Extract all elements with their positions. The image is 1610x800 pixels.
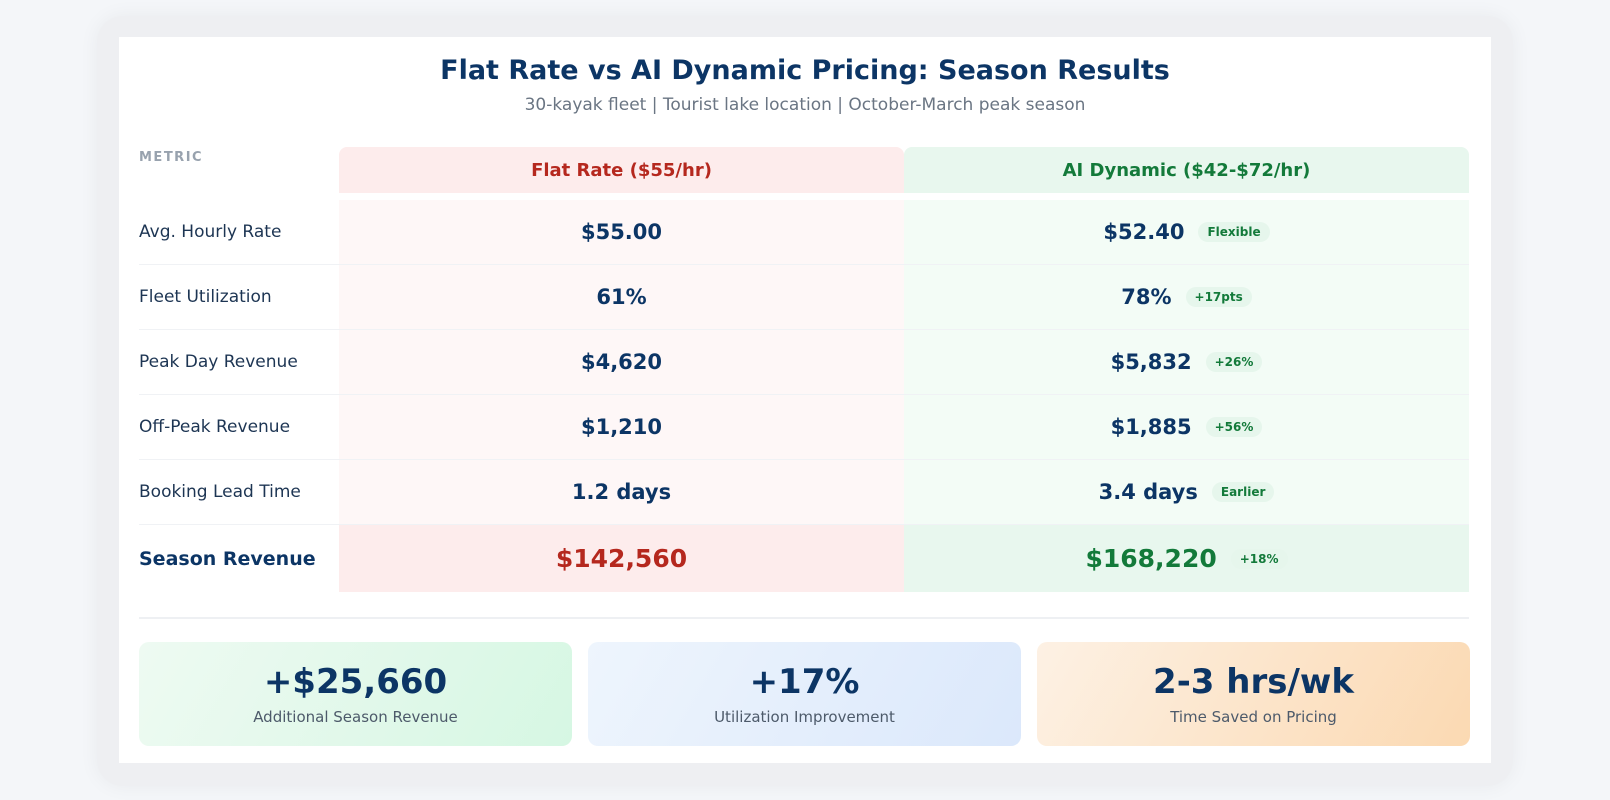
table-row: Peak Day Revenue $4,620 $5,832 +26% bbox=[139, 329, 1469, 394]
table-row: Fleet Utilization 61% 78% +17pts bbox=[139, 264, 1469, 329]
flat-value: 1.2 days bbox=[339, 460, 904, 524]
row-label: Booking Lead Time bbox=[139, 482, 301, 502]
kpi-value: +$25,660 bbox=[263, 662, 448, 702]
page-subtitle: 30-kayak fleet | Tourist lake location |… bbox=[524, 95, 1086, 115]
kpi-card-revenue: +$25,660 Additional Season Revenue bbox=[139, 642, 572, 746]
change-badge: +26% bbox=[1205, 352, 1263, 372]
kpi-label: Additional Season Revenue bbox=[253, 708, 458, 726]
kpi-card-utilization: +17% Utilization Improvement bbox=[588, 642, 1021, 746]
page-title: Flat Rate vs AI Dynamic Pricing: Season … bbox=[440, 55, 1170, 86]
ai-value: $5,832 bbox=[1110, 350, 1192, 374]
ai-cell: 78% +17pts bbox=[904, 265, 1469, 329]
ai-dynamic-column-header: AI Dynamic ($42-$72/hr) bbox=[904, 147, 1469, 193]
ai-total-value: $168,220 bbox=[1085, 544, 1217, 573]
row-label: Off-Peak Revenue bbox=[139, 417, 291, 437]
comparison-table: Avg. Hourly Rate $55.00 $52.40 Flexible … bbox=[139, 200, 1469, 592]
ai-cell: $52.40 Flexible bbox=[904, 200, 1469, 264]
ai-value: $52.40 bbox=[1103, 220, 1185, 244]
ai-cell: $1,885 +56% bbox=[904, 395, 1469, 459]
flat-value: $55.00 bbox=[339, 200, 904, 264]
metric-column-header: METRIC bbox=[139, 150, 204, 165]
comparison-card: Flat Rate vs AI Dynamic Pricing: Season … bbox=[119, 37, 1491, 763]
change-badge: Flexible bbox=[1198, 222, 1270, 242]
flat-value: 61% bbox=[339, 265, 904, 329]
kpi-card-time-saved: 2-3 hrs/wk Time Saved on Pricing bbox=[1037, 642, 1470, 746]
kpi-label: Time Saved on Pricing bbox=[1170, 708, 1337, 726]
row-label: Peak Day Revenue bbox=[139, 352, 298, 372]
ai-value: 78% bbox=[1121, 285, 1172, 309]
flat-total-value: $142,560 bbox=[339, 525, 904, 592]
kpi-label: Utilization Improvement bbox=[714, 708, 895, 726]
row-label: Avg. Hourly Rate bbox=[139, 222, 282, 242]
table-row: Off-Peak Revenue $1,210 $1,885 +56% bbox=[139, 394, 1469, 459]
ai-cell: $5,832 +26% bbox=[904, 330, 1469, 394]
table-row: Booking Lead Time 1.2 days 3.4 days Earl… bbox=[139, 459, 1469, 524]
ai-cell: $168,220 +18% bbox=[904, 525, 1469, 592]
table-row: Avg. Hourly Rate $55.00 $52.40 Flexible bbox=[139, 200, 1469, 264]
flat-rate-column-header: Flat Rate ($55/hr) bbox=[339, 147, 904, 193]
flat-value: $4,620 bbox=[339, 330, 904, 394]
ai-value: 3.4 days bbox=[1098, 480, 1198, 504]
season-revenue-row: Season Revenue $142,560 $168,220 +18% bbox=[139, 524, 1469, 592]
change-badge: +17pts bbox=[1185, 287, 1252, 307]
ai-cell: 3.4 days Earlier bbox=[904, 460, 1469, 524]
divider bbox=[139, 617, 1469, 619]
change-badge: +56% bbox=[1205, 417, 1263, 437]
kpi-value: 2-3 hrs/wk bbox=[1153, 662, 1354, 702]
ai-value: $1,885 bbox=[1110, 415, 1192, 439]
change-badge: +18% bbox=[1230, 548, 1288, 569]
row-label: Season Revenue bbox=[139, 547, 316, 570]
change-badge: Earlier bbox=[1211, 482, 1275, 502]
kpi-value: +17% bbox=[749, 662, 860, 702]
flat-value: $1,210 bbox=[339, 395, 904, 459]
row-label: Fleet Utilization bbox=[139, 287, 272, 307]
